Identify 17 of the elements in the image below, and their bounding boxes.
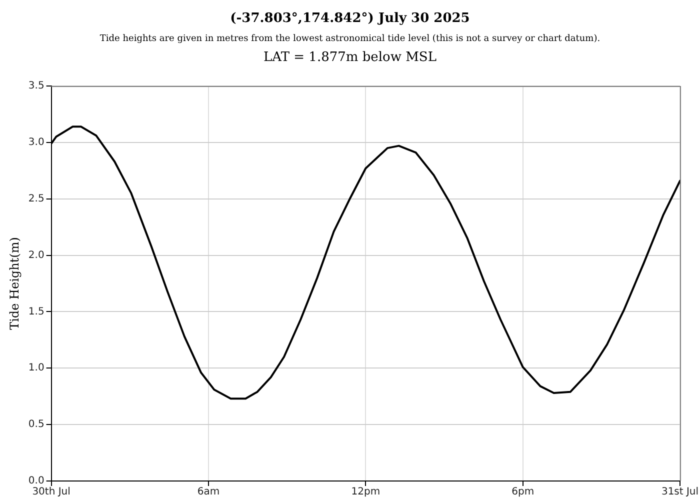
x-tick-label: 31st Jul <box>661 486 699 498</box>
y-tick-label: 2.5 <box>28 193 44 204</box>
y-axis-title: Tide Height(m) <box>7 237 22 330</box>
y-tick-label: 0.5 <box>28 419 44 430</box>
y-tick-label: 2.0 <box>28 250 44 261</box>
text: LAT = 1.877m below MSL <box>262 50 438 65</box>
y-tick-label: 3.0 <box>28 137 44 148</box>
y-tick-label: 3.5 <box>28 80 44 92</box>
x-tick-label: 6pm <box>512 486 534 498</box>
x-tick-label: 12pm <box>351 486 380 498</box>
chart-subtitle: Tide heights are given in metres from the lowest astronomical tide level (this is not a survey or chart datum). <box>98 34 602 44</box>
x-tick-label: 30th Jul <box>32 486 70 498</box>
y-tick-label: 1.0 <box>28 362 44 374</box>
chart-title: (-37.803°,174.842°) July 30 2025 <box>229 10 471 26</box>
x-tick-label: 6am <box>197 486 220 498</box>
y-tick-label: 0.0 <box>28 476 44 487</box>
y-tick-label: 1.5 <box>28 306 44 318</box>
